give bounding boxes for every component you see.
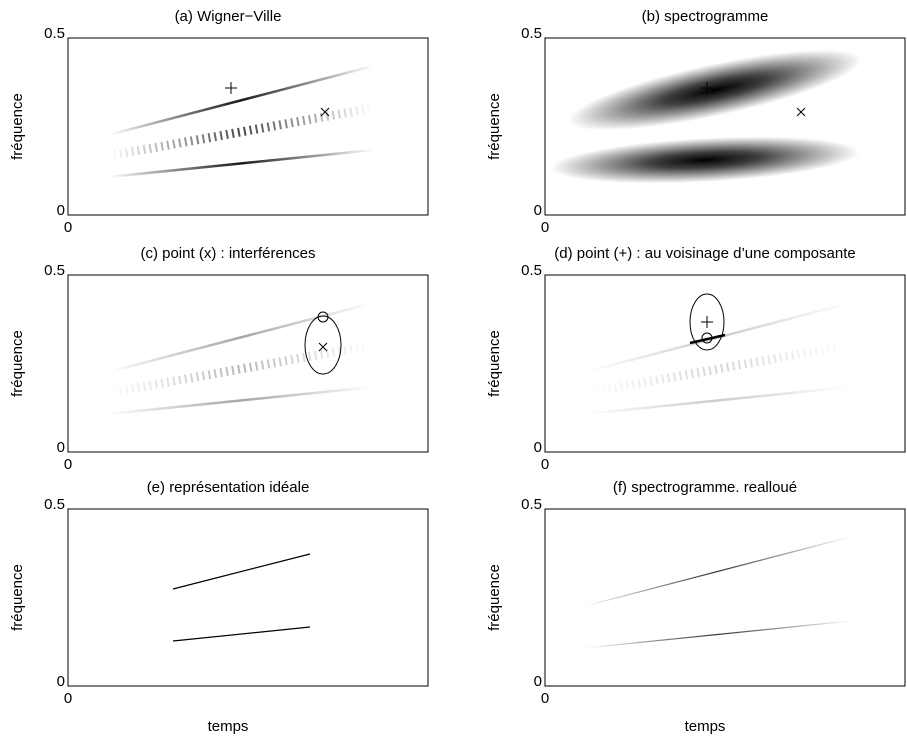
- ridge: [107, 64, 374, 137]
- plot-area: [67, 37, 429, 216]
- window: [701, 332, 713, 344]
- y-axis-label: fréquence: [9, 330, 26, 397]
- panel: (a) Wigner−Ville 0 0.5 0 fréquence: [9, 8, 429, 236]
- panel: (f) spectrogramme. realloué 0 0.5 0 fréquenc…: [486, 479, 906, 735]
- y-tick-label: 0.5: [44, 25, 65, 42]
- ridge: [107, 148, 374, 179]
- heatmap: [172, 553, 311, 642]
- blob: [568, 49, 862, 131]
- plot-area: [544, 274, 906, 453]
- marker-cross: [318, 342, 328, 352]
- x-axis-label: temps: [685, 718, 726, 735]
- y-axis-label: fréquence: [9, 564, 26, 631]
- ridge: [584, 385, 851, 416]
- x-tick-label: 0: [541, 219, 549, 236]
- panel: (e) représentation idéale 0 0.5 0 fréquence t…: [9, 479, 429, 735]
- marker-cross: [796, 107, 806, 117]
- plot-area: [544, 508, 906, 687]
- panel: (c) point (x) : interférences 0 0.5 0 fréque…: [9, 245, 429, 473]
- panel: (d) point (+) : au voisinage d’une compo…: [486, 245, 906, 473]
- x-axis-label: temps: [208, 718, 249, 735]
- ridge: [689, 333, 726, 345]
- y-tick-label: 0.5: [521, 496, 542, 513]
- marker-cross: [320, 107, 330, 117]
- panel-title: (e) représentation idéale: [147, 479, 310, 496]
- y-tick-label: 0.5: [44, 496, 65, 513]
- y-tick-label: 0.5: [44, 262, 65, 279]
- plot-area: [67, 508, 429, 687]
- y-tick-label: 0.5: [521, 25, 542, 42]
- marker-plus: [701, 316, 713, 328]
- ridge: [107, 385, 374, 416]
- y-tick-label: 0: [57, 202, 65, 219]
- y-tick-label: 0: [534, 202, 542, 219]
- ridge: [584, 536, 851, 607]
- heatmap: [584, 536, 851, 649]
- panel-title: (d) point (+) : au voisinage d’une compo…: [554, 245, 855, 262]
- window: [317, 311, 329, 323]
- x-tick-label: 0: [64, 690, 72, 707]
- y-axis-label: fréquence: [486, 93, 503, 160]
- x-tick-label: 0: [541, 456, 549, 473]
- y-axis-label: fréquence: [486, 564, 503, 631]
- heatmap: [107, 64, 374, 179]
- panel: (b) spectrogramme 0 0.5 0 fréquence: [486, 8, 906, 236]
- heatmap: [107, 301, 374, 416]
- plot-area: [67, 274, 429, 453]
- heatmap: [550, 49, 862, 184]
- heatmap: [584, 293, 851, 416]
- blob: [550, 136, 860, 184]
- x-tick-label: 0: [64, 219, 72, 236]
- panel-title: (f) spectrogramme. realloué: [613, 479, 797, 496]
- ridge: [584, 620, 851, 649]
- y-axis-label: fréquence: [486, 330, 503, 397]
- y-tick-label: 0: [534, 439, 542, 456]
- y-tick-label: 0.5: [521, 262, 542, 279]
- marker-plus: [225, 82, 237, 94]
- y-axis-label: fréquence: [9, 93, 26, 160]
- marker-plus: [701, 82, 713, 94]
- window: [689, 293, 725, 351]
- ridge: [107, 301, 374, 374]
- panel-title: (a) Wigner−Ville: [175, 8, 282, 25]
- x-tick-label: 0: [64, 456, 72, 473]
- panel-title: (c) point (x) : interférences: [140, 245, 315, 262]
- y-tick-label: 0: [57, 439, 65, 456]
- window: [304, 315, 342, 375]
- x-tick-label: 0: [541, 690, 549, 707]
- y-tick-label: 0: [57, 673, 65, 690]
- y-tick-label: 0: [534, 673, 542, 690]
- panel-title: (b) spectrogramme: [642, 8, 769, 25]
- ridge: [172, 553, 311, 642]
